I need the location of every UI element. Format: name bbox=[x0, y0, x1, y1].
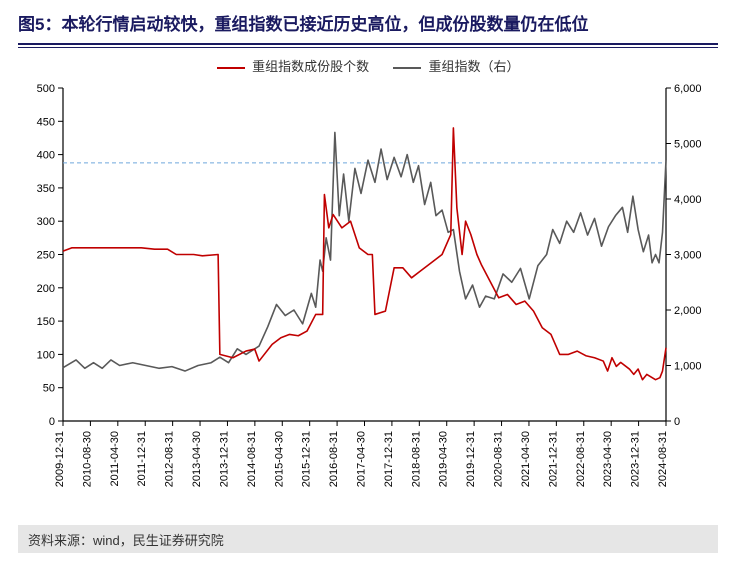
legend-item-series1: 重组指数成份股个数 bbox=[217, 56, 370, 75]
svg-text:2020-08-31: 2020-08-31 bbox=[493, 431, 505, 487]
svg-text:200: 200 bbox=[37, 283, 55, 295]
svg-text:2023-04-30: 2023-04-30 bbox=[602, 431, 614, 487]
svg-text:1,000: 1,000 bbox=[674, 361, 702, 373]
svg-text:2017-04-30: 2017-04-30 bbox=[356, 431, 368, 487]
title-bar: 图5：本轮行情启动较快，重组指数已接近历史高位，但成份股数量仍在低位 bbox=[18, 10, 718, 48]
svg-text:2,000: 2,000 bbox=[674, 305, 702, 317]
plot-area: 0 50 100 150 200 250 300 350 400 450 500 0 1,000 2,00… bbox=[18, 82, 718, 513]
svg-text:2021-04-30: 2021-04-30 bbox=[520, 431, 532, 487]
svg-text:2013-12-31: 2013-12-31 bbox=[218, 431, 230, 487]
svg-text:6,000: 6,000 bbox=[674, 83, 702, 95]
legend-swatch-series1 bbox=[217, 67, 245, 69]
source-bar: 资料来源：wind，民生证券研究院 bbox=[18, 525, 718, 553]
chart-title: 图5：本轮行情启动较快，重组指数已接近历史高位，但成份股数量仍在低位 bbox=[18, 10, 718, 41]
svg-text:350: 350 bbox=[37, 183, 55, 195]
legend-label-series1: 重组指数成份股个数 bbox=[252, 59, 369, 74]
svg-text:50: 50 bbox=[43, 383, 55, 395]
title-rule-thick bbox=[18, 43, 718, 45]
svg-text:400: 400 bbox=[37, 150, 55, 162]
svg-text:250: 250 bbox=[37, 250, 55, 262]
svg-text:2016-08-31: 2016-08-31 bbox=[328, 431, 340, 487]
svg-text:500: 500 bbox=[37, 83, 55, 95]
svg-text:2012-08-31: 2012-08-31 bbox=[164, 431, 176, 487]
svg-text:2017-12-31: 2017-12-31 bbox=[383, 431, 395, 487]
legend-swatch-series2 bbox=[393, 67, 421, 69]
svg-text:2015-12-31: 2015-12-31 bbox=[301, 431, 313, 487]
title-rule-thin bbox=[18, 47, 718, 48]
legend-item-series2: 重组指数（右） bbox=[393, 56, 520, 75]
svg-text:300: 300 bbox=[37, 216, 55, 228]
svg-text:2018-08-31: 2018-08-31 bbox=[410, 431, 422, 487]
source-text: 资料来源：wind，民生证券研究院 bbox=[28, 530, 224, 549]
svg-text:2019-12-31: 2019-12-31 bbox=[465, 431, 477, 487]
svg-text:3,000: 3,000 bbox=[674, 250, 702, 262]
legend: 重组指数成份股个数 重组指数（右） bbox=[0, 56, 736, 75]
svg-text:2010-08-30: 2010-08-30 bbox=[81, 431, 93, 487]
svg-text:0: 0 bbox=[674, 416, 680, 428]
plot-svg: 0 50 100 150 200 250 300 350 400 450 500 0 1,000 2,00… bbox=[18, 82, 718, 513]
svg-text:2021-12-31: 2021-12-31 bbox=[547, 431, 559, 487]
svg-text:2014-08-31: 2014-08-31 bbox=[246, 431, 258, 487]
svg-text:2009-12-31: 2009-12-31 bbox=[54, 431, 66, 487]
svg-text:100: 100 bbox=[37, 349, 55, 361]
svg-text:0: 0 bbox=[49, 416, 55, 428]
svg-text:2023-12-31: 2023-12-31 bbox=[630, 431, 642, 487]
svg-text:2013-04-30: 2013-04-30 bbox=[191, 431, 203, 487]
svg-text:150: 150 bbox=[37, 316, 55, 328]
svg-text:2015-04-30: 2015-04-30 bbox=[273, 431, 285, 487]
svg-text:2011-12-31: 2011-12-31 bbox=[136, 431, 148, 486]
svg-text:2022-08-31: 2022-08-31 bbox=[575, 431, 587, 487]
svg-text:450: 450 bbox=[37, 116, 55, 128]
legend-label-series2: 重组指数（右） bbox=[428, 59, 519, 74]
svg-text:2024-08-31: 2024-08-31 bbox=[657, 431, 669, 487]
figure-container: 图5：本轮行情启动较快，重组指数已接近历史高位，但成份股数量仍在低位 重组指数成… bbox=[0, 0, 736, 563]
svg-text:2019-04-30: 2019-04-30 bbox=[438, 431, 450, 487]
svg-text:5,000: 5,000 bbox=[674, 139, 702, 151]
svg-text:4,000: 4,000 bbox=[674, 194, 702, 206]
svg-text:2011-04-30: 2011-04-30 bbox=[109, 431, 121, 486]
